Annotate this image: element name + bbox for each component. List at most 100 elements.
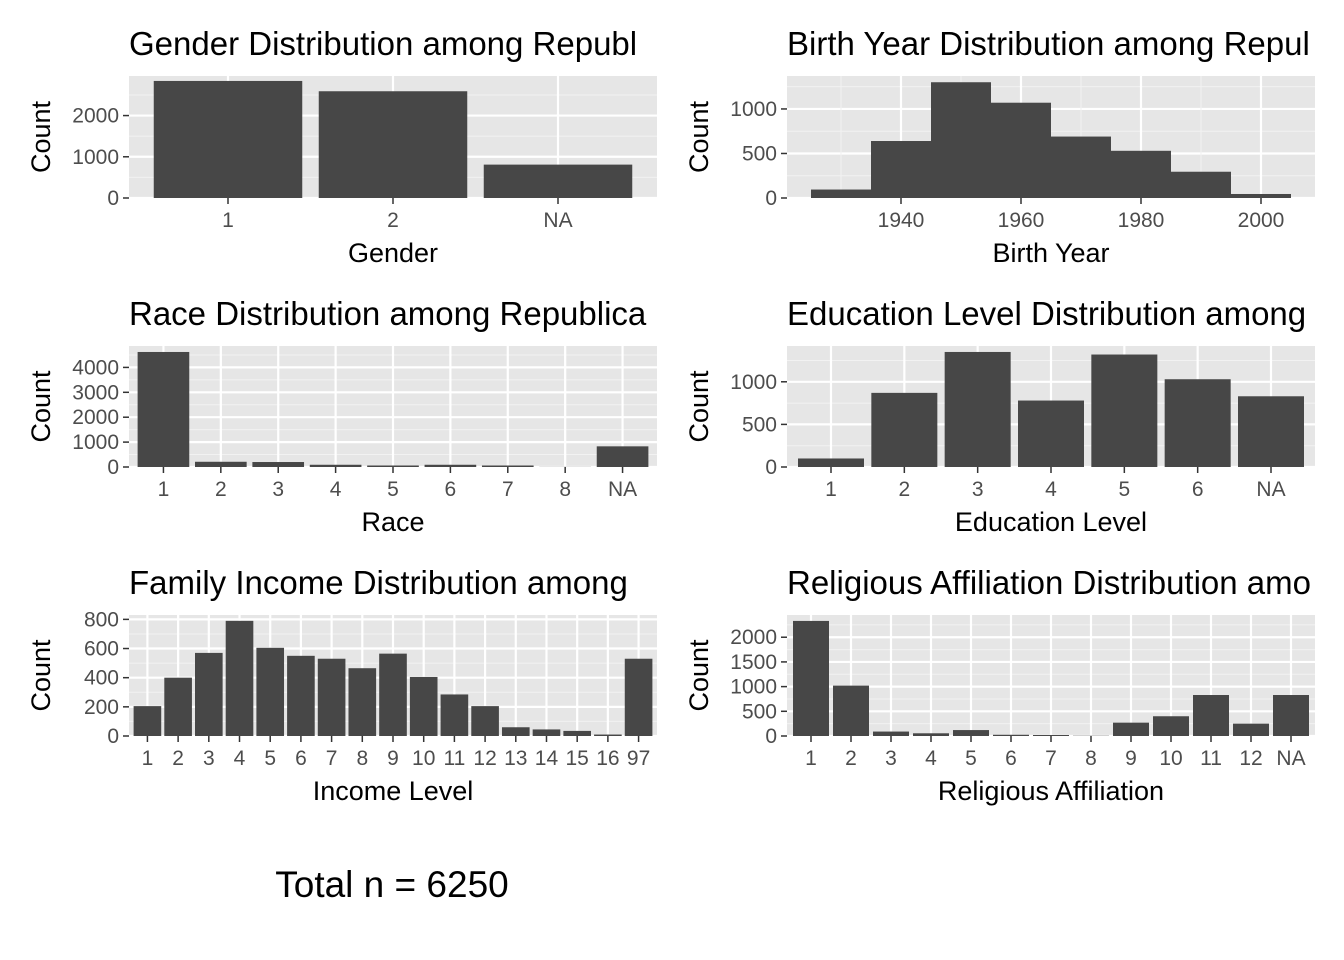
x-tick-label: 2 (215, 478, 227, 501)
y-tick-label: 1000 (730, 371, 777, 394)
bar (594, 734, 622, 736)
x-tick-label: 7 (326, 747, 338, 770)
x-tick-label: 1 (825, 478, 837, 501)
bar (317, 658, 346, 736)
x-axis-title: Religious Affiliation (938, 776, 1164, 806)
y-axis-title: Count (684, 370, 714, 443)
bar (1153, 716, 1189, 736)
x-tick-label: NA (1256, 478, 1285, 501)
x-tick-label: 1 (805, 747, 817, 770)
bar (367, 465, 419, 467)
y-tick-label: 200 (84, 696, 119, 719)
x-tick-label: 1980 (1118, 209, 1165, 232)
chart-panel-2: Birth Year Distribution among Repul 0 500 1… (684, 25, 1315, 268)
x-tick-label: 15 (566, 747, 589, 770)
x-tick-label: 6 (1005, 747, 1017, 770)
histogram-bar (1051, 136, 1111, 198)
y-tick-label: 1000 (730, 98, 777, 121)
bar (798, 458, 864, 467)
y-tick-label: 0 (107, 456, 119, 479)
y-tick-label: 600 (84, 638, 119, 661)
bar (318, 91, 468, 198)
x-tick-label: 6 (445, 478, 457, 501)
histogram-bar (871, 141, 931, 198)
bar (1018, 400, 1084, 467)
bar (833, 685, 869, 736)
x-tick-label: 5 (965, 747, 977, 770)
bar (195, 652, 223, 736)
histogram-bar (931, 82, 991, 198)
y-axis-title: Count (684, 100, 714, 173)
bar (1164, 379, 1231, 467)
x-tick-label: 1960 (998, 209, 1045, 232)
chart-panel-1: Gender Distribution among Republ 0 1000 200… (26, 25, 657, 268)
chart-title: Religious Affiliation Distribution amo (787, 564, 1311, 601)
y-tick-label: 2000 (72, 406, 119, 429)
x-tick-label: 97 (627, 747, 650, 770)
bar (1233, 723, 1269, 736)
x-tick-label: 2000 (1238, 209, 1285, 232)
bar (440, 694, 469, 736)
bar (256, 647, 285, 736)
bar (913, 733, 949, 736)
bar (1091, 354, 1158, 467)
x-tick-label: 13 (504, 747, 527, 770)
bar (195, 461, 247, 467)
x-tick-label: 4 (330, 478, 342, 501)
x-tick-label: 2 (387, 209, 399, 232)
y-tick-label: 800 (84, 608, 119, 631)
x-tick-label: 2 (845, 747, 857, 770)
y-tick-label: 0 (765, 725, 777, 748)
x-tick-label: 5 (1118, 478, 1130, 501)
x-tick-label: 3 (203, 747, 215, 770)
chart-panel-4: Education Level Distribution among 0 500 10… (684, 295, 1315, 537)
chart-title: Gender Distribution among Republ (129, 25, 637, 62)
bar (993, 734, 1029, 736)
y-tick-label: 1000 (72, 146, 119, 169)
x-tick-label: 11 (1200, 747, 1222, 770)
bar (252, 462, 305, 467)
x-tick-label: 10 (1159, 747, 1182, 770)
bar (501, 727, 530, 736)
x-axis-title: Education Level (955, 507, 1147, 537)
bar (1238, 396, 1304, 467)
bar (153, 80, 303, 198)
bar (481, 465, 534, 467)
x-tick-label: 2 (172, 747, 184, 770)
bar (483, 164, 633, 198)
x-tick-label: 14 (535, 747, 559, 770)
y-tick-label: 0 (107, 725, 119, 748)
x-tick-label: 4 (925, 747, 937, 770)
bar (309, 464, 362, 467)
chart-title: Birth Year Distribution among Repul (787, 25, 1310, 62)
x-axis-title: Income Level (313, 776, 474, 806)
bar (348, 668, 377, 736)
y-axis-title: Count (26, 639, 56, 712)
bar (563, 730, 591, 736)
histogram-bar (811, 189, 871, 198)
bar (873, 731, 909, 736)
x-tick-label: 11 (443, 747, 465, 770)
bar (133, 706, 162, 736)
x-tick-label: 9 (387, 747, 399, 770)
chart-panel-5: Family Income Distribution among 0 200 400 6… (26, 564, 657, 806)
y-tick-label: 1000 (730, 676, 777, 699)
bar (1033, 735, 1069, 736)
x-tick-label: 9 (1125, 747, 1137, 770)
bar (225, 620, 254, 736)
x-tick-label: 3 (972, 478, 984, 501)
x-tick-label: 10 (412, 747, 435, 770)
y-tick-label: 500 (742, 413, 777, 436)
x-tick-label: 6 (1192, 478, 1204, 501)
bar (1113, 722, 1149, 736)
x-tick-label: 5 (387, 478, 399, 501)
y-tick-label: 2000 (730, 626, 777, 649)
x-tick-label: 12 (1239, 747, 1262, 770)
x-tick-label: 4 (1045, 478, 1057, 501)
y-tick-label: 0 (107, 187, 119, 210)
y-tick-label: 1000 (72, 431, 119, 454)
x-tick-label: 12 (473, 747, 496, 770)
histogram-bar (1171, 171, 1231, 198)
bar (793, 620, 829, 736)
